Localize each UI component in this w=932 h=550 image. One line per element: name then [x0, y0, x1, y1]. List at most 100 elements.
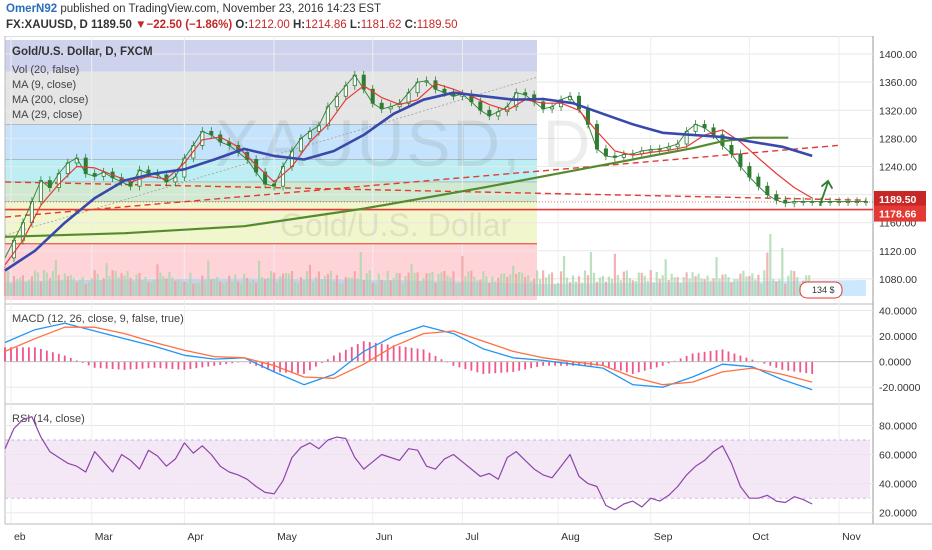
volume-bar — [539, 279, 542, 296]
volume-bar — [78, 279, 81, 296]
volume-bar — [93, 270, 96, 296]
volume-bar — [769, 234, 772, 296]
volume-bar — [416, 272, 419, 296]
y-tick-label-2-3: 20.0000 — [879, 508, 917, 520]
volume-bar — [368, 270, 371, 296]
x-tick-label: Nov — [842, 531, 861, 543]
x-tick-label: Aug — [561, 531, 580, 543]
volume-bar — [781, 248, 784, 296]
macd-histogram-bar — [739, 355, 742, 362]
macd-histogram-bar — [105, 361, 108, 369]
indicator-label: MA (200, close) — [12, 94, 88, 106]
volume-bar — [353, 271, 356, 296]
volume-bar — [766, 252, 769, 296]
indicator-label: MA (29, close) — [12, 109, 82, 121]
volume-bar — [362, 280, 365, 296]
macd-histogram-bar — [709, 351, 712, 362]
volume-bar — [72, 278, 75, 296]
macd-histogram-bar — [560, 361, 562, 366]
volume-bar — [586, 275, 590, 296]
volume-bar — [601, 275, 605, 296]
volume-bar — [542, 270, 545, 296]
chart-canvas[interactable]: XAUUSD, D Gold/U.S. Dollar Gold/U.S. Dolla… — [0, 36, 932, 550]
volume-bar — [12, 276, 16, 296]
volume-bar — [365, 273, 368, 296]
volume-bar — [24, 281, 28, 296]
volume-bar — [431, 271, 434, 296]
macd-histogram-bar — [697, 352, 700, 362]
volume-bar — [571, 275, 575, 296]
macd-histogram-bar — [392, 345, 395, 362]
volume-bar — [347, 277, 350, 296]
macd-histogram-bar — [428, 352, 431, 362]
y-tick-label-0-4: 1240.00 — [879, 161, 917, 173]
volume-bar — [165, 278, 168, 296]
volume-bar — [622, 271, 625, 296]
volume-bar — [700, 278, 703, 296]
macd-histogram-bar — [685, 355, 688, 362]
volume-bar — [518, 271, 521, 296]
volume-bar — [697, 273, 700, 296]
macd-histogram-bar — [416, 348, 419, 362]
author-link[interactable]: OmerN92 — [6, 3, 58, 15]
macd-histogram-bar — [141, 361, 144, 369]
macd-histogram-bar — [111, 361, 114, 370]
macd-histogram-bar — [446, 361, 449, 363]
y-tick-label-1-2: 0.0000 — [879, 357, 911, 369]
y-tick-label-0-8: 1080.00 — [879, 274, 917, 286]
volume-bar — [48, 277, 51, 296]
macd-histogram-bar — [805, 361, 808, 374]
volume-bar — [404, 276, 407, 296]
volume-bar — [604, 281, 608, 296]
macd-histogram-bar — [769, 361, 772, 366]
macd-histogram-bar — [285, 361, 287, 373]
macd-histogram-bar — [368, 342, 371, 362]
bullish-arrow-icon — [819, 179, 833, 206]
volume-bar — [494, 281, 497, 296]
macd-histogram-bar — [63, 355, 66, 362]
volume-bar — [249, 282, 252, 296]
volume-bar — [625, 270, 628, 296]
volume-bar — [751, 273, 754, 296]
volume-bar — [180, 281, 183, 296]
volume-bar — [84, 283, 87, 296]
rsi-band — [5, 440, 870, 499]
chart-header: OmerN92 published on TradingView.com, No… — [0, 0, 932, 36]
volume-bar — [775, 281, 778, 296]
volume-bar — [509, 274, 512, 296]
macd-histogram-bar — [637, 361, 640, 373]
volume-bar — [592, 272, 596, 296]
indicator-label: MA (9, close) — [12, 79, 76, 91]
volume-bar — [628, 278, 631, 296]
volume-bar — [485, 276, 488, 296]
x-tick-label: Mar — [95, 531, 114, 543]
macd-histogram-bar — [39, 348, 42, 362]
volume-bar — [533, 278, 536, 296]
macd-histogram-bar — [613, 361, 616, 370]
volume-bar — [138, 272, 141, 296]
volume-bar — [290, 271, 294, 296]
volume-bar — [269, 271, 273, 296]
macd-histogram-bar — [338, 352, 341, 362]
macd-histogram-bar — [500, 361, 503, 373]
volume-bar — [745, 276, 748, 296]
macd-histogram-bar — [291, 361, 293, 374]
volume-bar — [66, 276, 69, 296]
y-tick-label-0-2: 1320.00 — [879, 105, 917, 117]
x-tick-label: May — [277, 531, 298, 543]
volume-bar — [126, 270, 129, 296]
volume-bar — [105, 263, 108, 296]
macd-histogram-bar — [159, 361, 162, 369]
macd-histogram-bar — [231, 361, 234, 364]
macd-histogram-bar — [380, 343, 383, 362]
macd-histogram-bar — [33, 347, 36, 362]
publish-info: published on TradingView.com, November 2… — [60, 3, 382, 15]
macd-histogram-bar — [715, 350, 718, 362]
volume-bar — [398, 273, 401, 296]
volume-bar — [607, 276, 610, 296]
volume-bar — [458, 282, 461, 296]
macd-histogram-bar — [763, 361, 766, 364]
y-tick-label-0-0: 1400.00 — [879, 49, 917, 61]
macd-histogram-bar — [201, 361, 204, 368]
macd-histogram-bar — [625, 361, 628, 373]
